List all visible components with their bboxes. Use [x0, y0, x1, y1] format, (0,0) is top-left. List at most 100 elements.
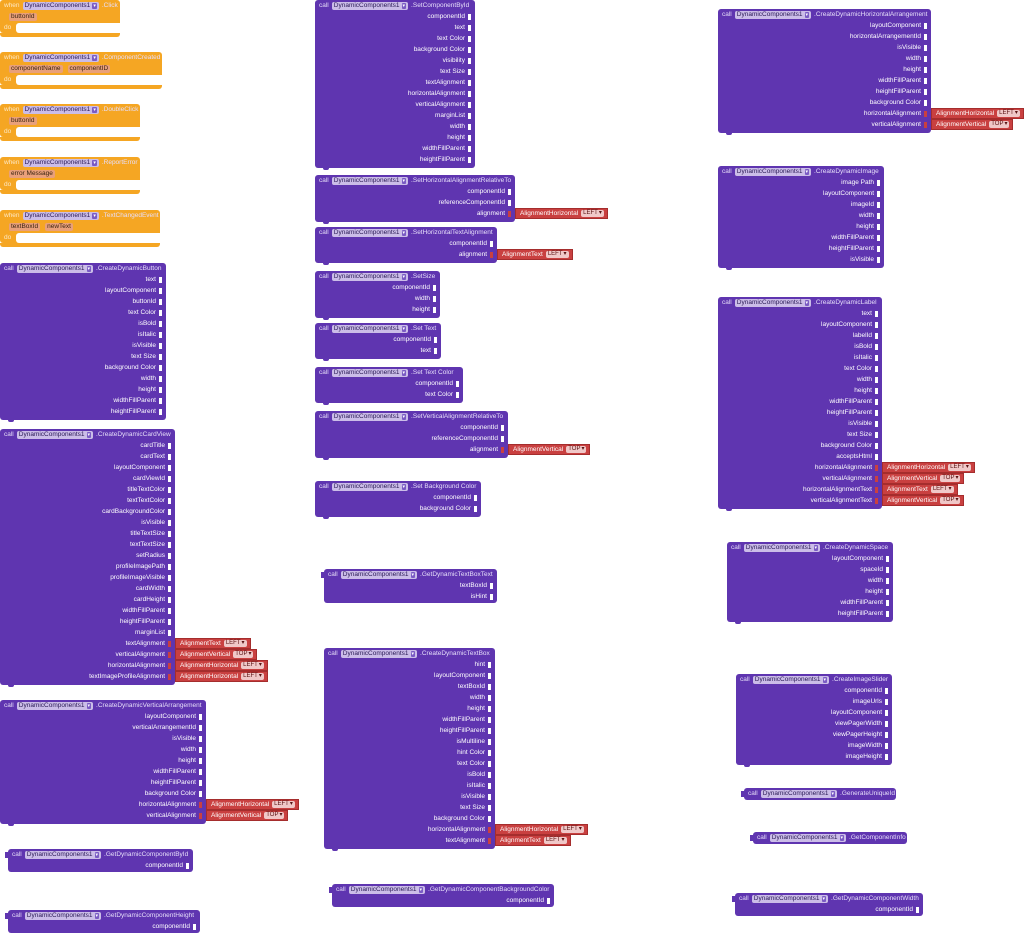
input-socket[interactable] [159, 353, 162, 360]
input-socket[interactable] [924, 22, 927, 29]
component-dropdown[interactable]: DynamicComponents1 ▾ [22, 105, 99, 114]
method-block-set-size[interactable]: call DynamicComponents1 ▾ .SetSize component… [315, 271, 440, 320]
input-socket[interactable] [456, 391, 459, 398]
chevron-down-icon[interactable]: ▾ [86, 431, 92, 438]
chevron-down-icon[interactable]: ▾ [401, 2, 407, 9]
chevron-down-icon[interactable]: ▾ [1004, 121, 1008, 127]
input-socket[interactable] [168, 497, 171, 504]
input-socket[interactable] [468, 101, 471, 108]
input-socket[interactable] [924, 110, 927, 117]
enum-value-dropdown[interactable]: TOP ▾ [989, 121, 1010, 128]
input-socket[interactable] [468, 134, 471, 141]
input-socket[interactable] [168, 464, 171, 471]
event-parameter[interactable]: componentName [9, 64, 63, 73]
input-socket[interactable] [199, 790, 202, 797]
input-socket[interactable] [434, 336, 437, 343]
chevron-down-icon[interactable]: ▾ [578, 826, 582, 832]
input-socket[interactable] [877, 179, 880, 186]
component-dropdown[interactable]: DynamicComponents1 ▾ [22, 158, 99, 167]
input-socket[interactable] [875, 409, 878, 416]
method-block-create-dynamic-space[interactable]: call DynamicComponents1 ▾ .CreateDynamicSpa… [727, 542, 893, 624]
input-socket[interactable] [875, 475, 878, 482]
input-socket[interactable] [877, 223, 880, 230]
method-block-create-dynamic-text-box[interactable]: call DynamicComponents1 ▾ .CreateDynamicTex… [324, 648, 588, 851]
enum-block-alignment-vertical[interactable]: AlignmentVertical TOP ▾ [882, 495, 965, 506]
input-socket[interactable] [168, 596, 171, 603]
input-socket[interactable] [488, 760, 491, 767]
chevron-down-icon[interactable]: ▾ [86, 702, 92, 709]
input-socket[interactable] [488, 826, 491, 833]
enum-value-dropdown[interactable]: LEFT ▾ [948, 464, 971, 471]
enum-block-alignment-vertical[interactable]: AlignmentVertical TOP ▾ [931, 119, 1014, 130]
chevron-down-icon[interactable]: ▾ [1014, 110, 1018, 116]
input-socket[interactable] [468, 145, 471, 152]
method-block-set-vertical-alignment-relative-to[interactable]: call DynamicComponents1 ▾ .SetVerticalAlign… [315, 411, 591, 460]
input-socket[interactable] [875, 343, 878, 350]
do-statement-slot[interactable] [16, 23, 120, 33]
input-socket[interactable] [885, 742, 888, 749]
event-parameter[interactable]: textBoxId [9, 222, 41, 231]
input-socket[interactable] [168, 563, 171, 570]
input-socket[interactable] [875, 310, 878, 317]
event-block-click[interactable]: when DynamicComponents1 ▾ .Click buttonId do [0, 0, 120, 37]
enum-block-alignment-horizontal[interactable]: AlignmentHorizontal LEFT ▾ [495, 824, 588, 835]
input-socket[interactable] [501, 424, 504, 431]
input-socket[interactable] [199, 757, 202, 764]
input-socket[interactable] [924, 33, 927, 40]
input-socket[interactable] [488, 837, 491, 844]
component-dropdown[interactable]: DynamicComponents1 ▾ [331, 176, 409, 185]
chevron-down-icon[interactable]: ▾ [401, 229, 407, 236]
input-socket[interactable] [488, 672, 491, 679]
component-dropdown[interactable]: DynamicComponents1 ▾ [331, 482, 409, 491]
enum-value-dropdown[interactable]: LEFT ▾ [561, 826, 584, 833]
enum-block-alignment-text[interactable]: AlignmentText LEFT ▾ [882, 484, 958, 495]
input-socket[interactable] [193, 923, 196, 930]
input-socket[interactable] [488, 738, 491, 745]
enum-block-alignment-horizontal[interactable]: AlignmentHorizontal LEFT ▾ [175, 671, 268, 682]
input-socket[interactable] [886, 599, 889, 606]
enum-block-alignment-vertical[interactable]: AlignmentVertical TOP ▾ [508, 444, 591, 455]
input-socket[interactable] [490, 251, 493, 258]
input-socket[interactable] [199, 724, 202, 731]
input-socket[interactable] [875, 486, 878, 493]
input-socket[interactable] [488, 749, 491, 756]
component-dropdown[interactable]: DynamicComponents1 ▾ [734, 298, 812, 307]
enum-value-dropdown[interactable]: LEFT ▾ [997, 110, 1020, 117]
enum-block-alignment-text[interactable]: AlignmentText LEFT ▾ [495, 835, 571, 846]
input-socket[interactable] [490, 582, 493, 589]
input-socket[interactable] [877, 212, 880, 219]
enum-value-dropdown[interactable]: LEFT ▾ [930, 486, 954, 493]
input-socket[interactable] [885, 753, 888, 760]
input-socket[interactable] [159, 298, 162, 305]
input-socket[interactable] [886, 577, 889, 584]
input-socket[interactable] [877, 201, 880, 208]
event-block-report-error[interactable]: when DynamicComponents1 ▾ .ReportError error… [0, 157, 140, 194]
input-socket[interactable] [501, 435, 504, 442]
enum-block-alignment-vertical[interactable]: AlignmentVertical TOP ▾ [175, 649, 258, 660]
input-socket[interactable] [468, 46, 471, 53]
event-parameter[interactable]: componentID [67, 64, 111, 73]
input-socket[interactable] [924, 88, 927, 95]
method-block-get-dynamic-component-background-color[interactable]: call DynamicComponents1 ▾ .GetDynamicCompon… [329, 884, 554, 907]
enum-block-alignment-vertical[interactable]: AlignmentVertical TOP ▾ [882, 473, 965, 484]
input-socket[interactable] [159, 408, 162, 415]
enum-value-dropdown[interactable]: LEFT ▾ [223, 640, 247, 647]
input-socket[interactable] [508, 199, 511, 206]
chevron-down-icon[interactable]: ▾ [561, 837, 565, 843]
input-socket[interactable] [490, 240, 493, 247]
input-socket[interactable] [168, 585, 171, 592]
chevron-down-icon[interactable]: ▾ [955, 497, 959, 503]
event-block-component-created[interactable]: when DynamicComponents1 ▾ .ComponentCreated… [0, 52, 162, 89]
input-socket[interactable] [488, 793, 491, 800]
method-block-generate-unique-id[interactable]: call DynamicComponents1 ▾ .GenerateUniqueId [741, 788, 896, 800]
input-socket[interactable] [168, 475, 171, 482]
input-socket[interactable] [199, 801, 202, 808]
input-socket[interactable] [199, 713, 202, 720]
input-socket[interactable] [488, 705, 491, 712]
chevron-down-icon[interactable]: ▾ [401, 413, 407, 420]
input-socket[interactable] [877, 190, 880, 197]
input-socket[interactable] [508, 188, 511, 195]
chevron-down-icon[interactable]: ▾ [965, 464, 969, 470]
input-socket[interactable] [488, 683, 491, 690]
component-dropdown[interactable]: DynamicComponents1 ▾ [16, 701, 94, 710]
